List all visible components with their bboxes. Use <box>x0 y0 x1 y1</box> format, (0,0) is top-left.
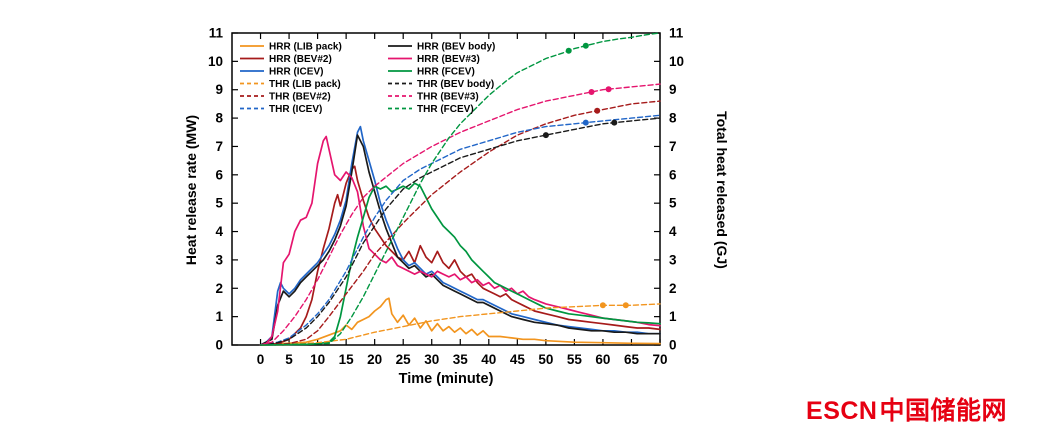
svg-text:6: 6 <box>215 167 223 182</box>
series-THR (BEV#2) <box>259 100 661 346</box>
svg-text:10: 10 <box>669 54 684 69</box>
svg-text:65: 65 <box>624 352 640 367</box>
svg-text:10: 10 <box>208 54 223 69</box>
svg-text:25: 25 <box>396 352 412 367</box>
svg-text:1: 1 <box>669 309 677 324</box>
svg-text:5: 5 <box>669 196 677 211</box>
svg-text:70: 70 <box>652 352 667 367</box>
legend-label: HRR (FCEV) <box>417 67 475 78</box>
svg-text:8: 8 <box>215 111 223 126</box>
legend-label: HRR (BEV#2) <box>269 54 332 65</box>
svg-text:0: 0 <box>257 352 265 367</box>
svg-text:3: 3 <box>215 252 223 267</box>
plot-frame <box>231 32 661 346</box>
svg-text:5: 5 <box>285 352 293 367</box>
series-marker <box>542 132 549 139</box>
series-THR (FCEV) <box>259 32 661 346</box>
series-marker <box>565 47 572 54</box>
legend-label: HRR (BEV body) <box>417 42 495 53</box>
legend: HRR (LIB pack)HRR (BEV#2)HRR (ICEV)THR (… <box>240 42 495 115</box>
escn-watermark: ESCN中国储能网 <box>806 391 1007 427</box>
legend-label: HRR (BEV#3) <box>417 54 480 65</box>
series-marker <box>611 119 618 126</box>
svg-text:35: 35 <box>453 352 469 367</box>
svg-text:4: 4 <box>215 224 223 239</box>
svg-text:7: 7 <box>215 139 223 154</box>
series-HRR (BEV body) <box>259 134 661 346</box>
svg-text:8: 8 <box>669 111 677 126</box>
series-HRR (ICEV) <box>259 125 661 346</box>
x-axis-label: Time (minute) <box>398 371 494 387</box>
escn-watermark-latin: ESCN <box>806 397 878 425</box>
svg-text:3: 3 <box>669 252 677 267</box>
series-HRR (BEV#2) <box>259 165 661 346</box>
svg-text:40: 40 <box>481 352 496 367</box>
series-marker <box>582 119 589 126</box>
svg-text:20: 20 <box>367 352 382 367</box>
series-THR (ICEV) <box>259 114 661 346</box>
series-HRR (BEV#3) <box>259 135 661 346</box>
svg-text:9: 9 <box>215 82 223 97</box>
series-marker <box>605 86 612 93</box>
svg-text:2: 2 <box>215 281 223 296</box>
escn-watermark-chinese: 中国储能网 <box>879 397 1007 425</box>
legend-label: THR (BEV body) <box>417 79 494 90</box>
svg-text:0: 0 <box>215 338 223 353</box>
legend-label: THR (LIB pack) <box>269 79 341 90</box>
svg-text:6: 6 <box>669 167 677 182</box>
series-HRR (FCEV) <box>259 182 661 346</box>
svg-text:9: 9 <box>669 82 677 97</box>
svg-text:11: 11 <box>669 26 684 41</box>
series-THR (BEV body) <box>259 117 661 346</box>
svg-text:45: 45 <box>510 352 526 367</box>
legend-label: THR (ICEV) <box>269 104 322 115</box>
legend-label: THR (BEV#2) <box>269 92 331 103</box>
y-axis-label-right: Total heat released (GJ) <box>714 111 730 269</box>
svg-text:11: 11 <box>209 26 224 41</box>
legend-label: THR (FCEV) <box>417 104 474 115</box>
svg-text:55: 55 <box>567 352 583 367</box>
svg-text:7: 7 <box>669 139 677 154</box>
y-axis-label-left: Heat release rate (MW) <box>183 114 199 266</box>
svg-text:2: 2 <box>669 281 677 296</box>
svg-text:50: 50 <box>538 352 553 367</box>
x-axis-ticks: 0 5 10 15 20 25 30 35 40 45 50 55 60 65 70 <box>257 33 668 367</box>
svg-text:10: 10 <box>310 352 325 367</box>
legend-label: HRR (ICEV) <box>269 67 323 78</box>
svg-text:4: 4 <box>669 224 677 239</box>
series-marker <box>622 302 629 309</box>
svg-text:5: 5 <box>215 196 223 211</box>
series-marker <box>588 89 595 95</box>
legend-label: HRR (LIB pack) <box>269 42 342 53</box>
series-marker <box>582 42 589 49</box>
svg-text:30: 30 <box>424 352 439 367</box>
svg-text:15: 15 <box>339 352 355 367</box>
series-marker <box>594 107 601 114</box>
series-marker <box>599 302 606 309</box>
series-THR (BEV#3) <box>259 83 661 346</box>
legend-label: THR (BEV#3) <box>417 92 479 103</box>
series-THR (LIB pack) <box>259 303 661 346</box>
svg-text:60: 60 <box>595 352 610 367</box>
series-HRR (LIB pack) <box>259 297 661 346</box>
svg-text:1: 1 <box>215 309 223 324</box>
svg-text:0: 0 <box>669 338 677 353</box>
